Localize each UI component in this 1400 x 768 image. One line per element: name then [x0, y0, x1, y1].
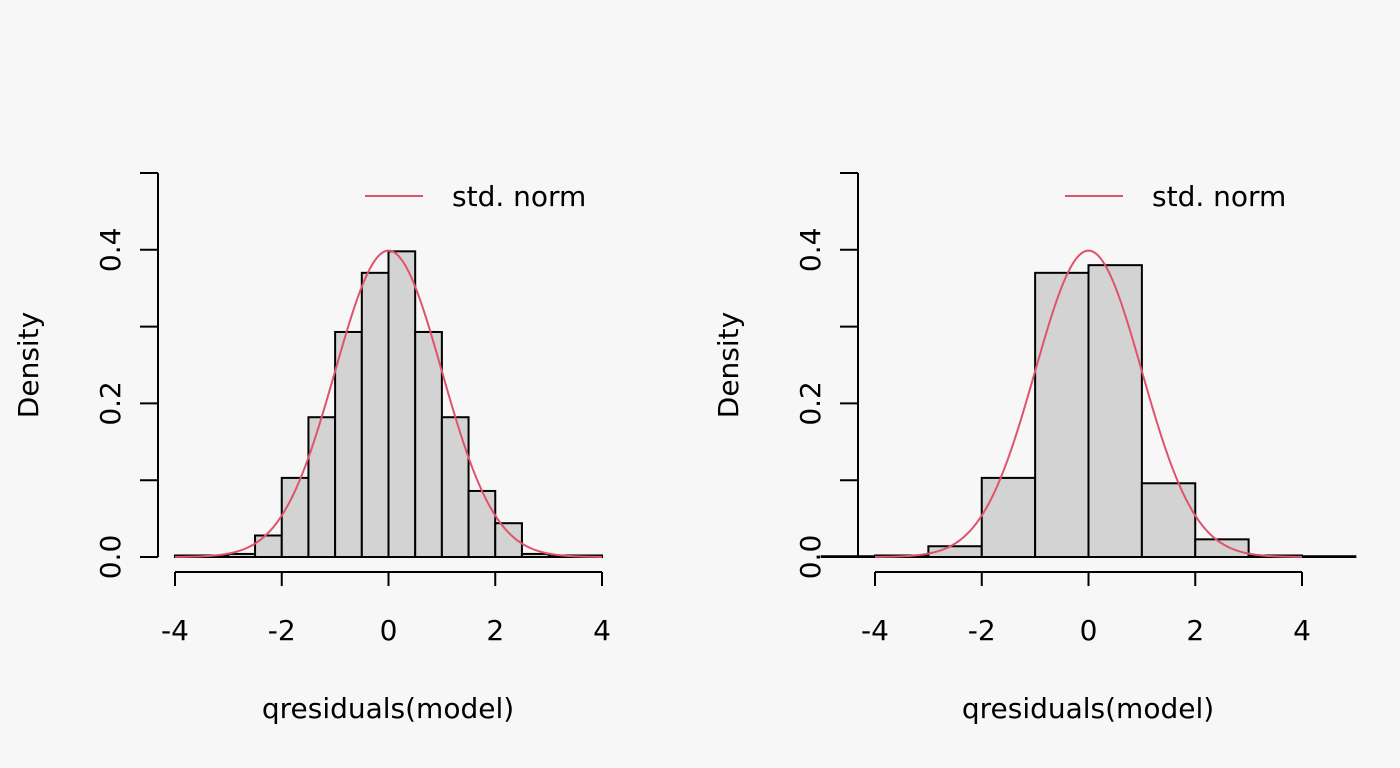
x-tick-label: -4	[861, 614, 889, 647]
legend-label: std. norm	[1152, 180, 1286, 213]
histogram-bar	[980, 476, 1037, 558]
histogram-bar	[1140, 482, 1197, 558]
x-tick-label: 2	[1186, 614, 1204, 647]
x-axis: -4 -2 0 2 4	[161, 571, 611, 647]
normal-density-curve	[874, 249, 1303, 558]
y-tick-label: 0.2	[94, 381, 127, 426]
y-axis: 0.0 0.2 0.4	[794, 172, 859, 580]
histogram-bar	[254, 534, 283, 558]
histogram-bar	[467, 489, 497, 558]
legend: std. norm	[1065, 180, 1286, 213]
normal-density-curve	[174, 249, 603, 558]
histogram-bar	[387, 250, 417, 558]
y-tick-label: 0.0	[94, 535, 127, 580]
y-axis-title: Density	[712, 312, 745, 418]
x-tick-label: 4	[593, 614, 611, 647]
x-axis-title: qresiduals(model)	[962, 692, 1214, 725]
histogram-bar	[1301, 555, 1357, 558]
y-tick-label: 0.0	[794, 535, 827, 580]
legend-label: std. norm	[452, 180, 586, 213]
histogram-panel-1: -4 -2 0 2 4 0.0 0.2 0.4 qresiduals(model) Density…	[12, 172, 611, 725]
x-tick-label: 4	[1293, 614, 1311, 647]
y-tick-label: 0.4	[794, 228, 827, 273]
histogram-bar	[414, 330, 443, 559]
y-axis: 0.0 0.2 0.4	[94, 172, 159, 580]
histogram-bar	[440, 416, 470, 558]
y-axis-title: Density	[12, 312, 45, 418]
x-tick-label: 0	[380, 614, 398, 647]
x-tick-label: 2	[486, 614, 504, 647]
x-axis-title: qresiduals(model)	[262, 692, 514, 725]
histogram-bar	[520, 552, 550, 558]
y-tick-label: 0.2	[794, 381, 827, 426]
x-axis: -4 -2 0 2 4	[861, 571, 1311, 647]
histogram-bar	[1194, 538, 1250, 558]
x-tick-label: -2	[268, 614, 296, 647]
histogram-bar	[1087, 264, 1143, 558]
histogram-bar	[307, 416, 337, 558]
y-tick-label: 0.4	[94, 228, 127, 273]
histogram-bar	[1034, 271, 1090, 558]
histogram-panel-2: -4 -2 0 2 4 0.0 0.2 0.4 qresiduals(model) Density…	[712, 172, 1357, 725]
histogram-bar	[360, 271, 390, 558]
legend: std. norm	[365, 180, 586, 213]
histogram-bar	[227, 552, 257, 558]
x-tick-label: -2	[968, 614, 996, 647]
x-tick-label: 0	[1080, 614, 1098, 647]
x-tick-label: -4	[161, 614, 189, 647]
histogram-bar	[334, 330, 363, 559]
